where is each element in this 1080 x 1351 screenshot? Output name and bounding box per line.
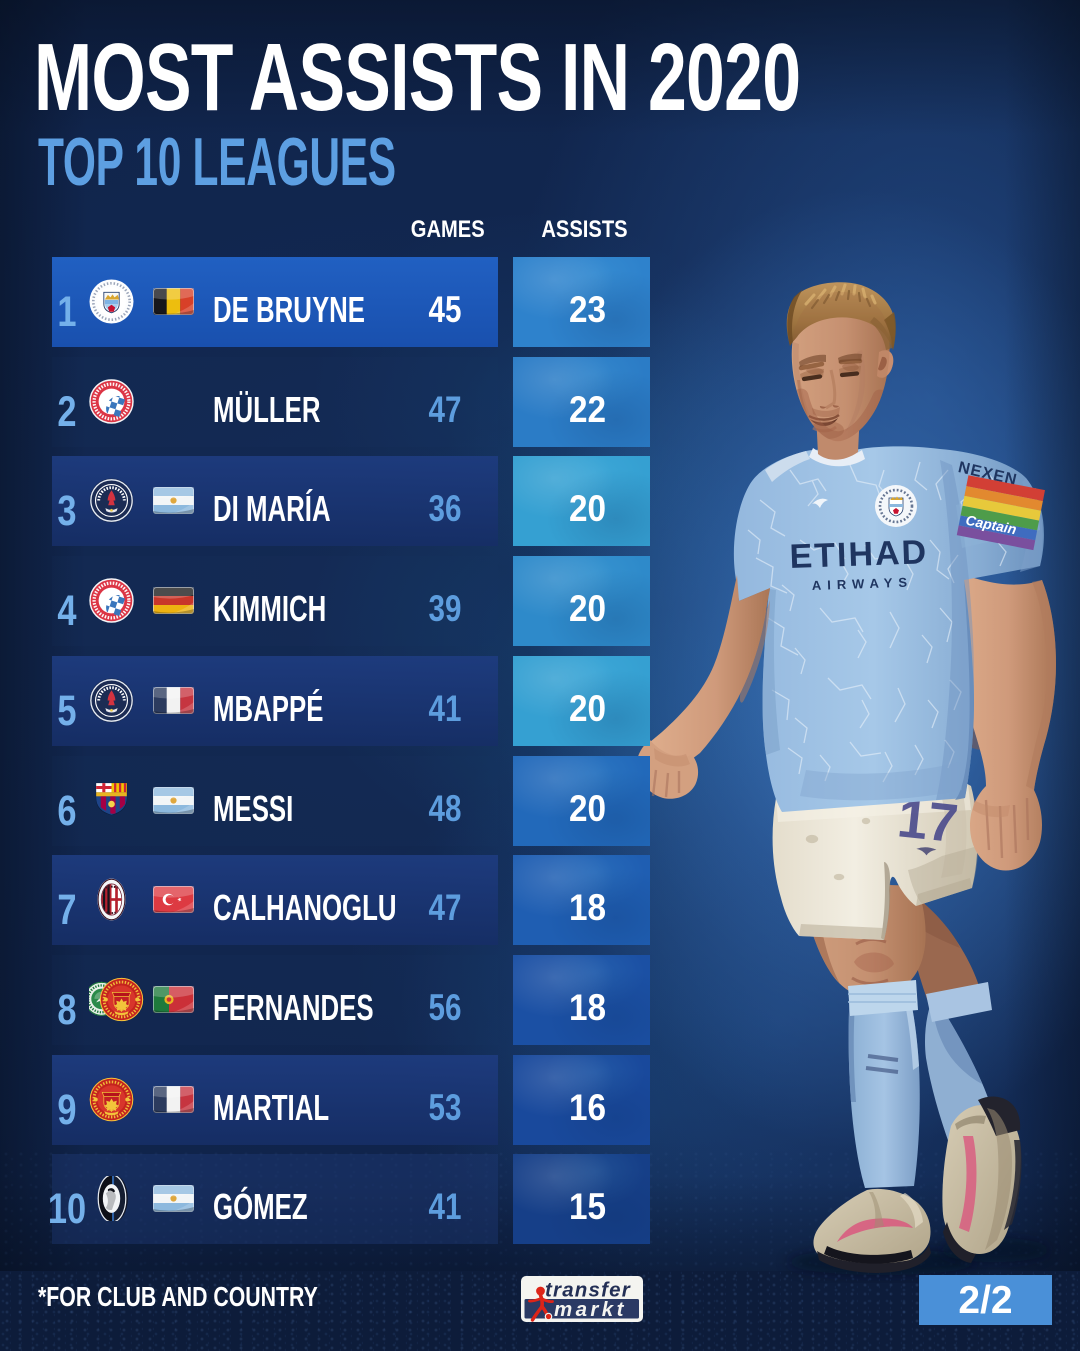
svg-text:ETIHAD: ETIHAD (789, 533, 929, 576)
svg-text:transfer: transfer (545, 1279, 631, 1302)
svg-text:AIRWAYS: AIRWAYS (812, 574, 914, 593)
svg-text:markt: markt (554, 1298, 627, 1321)
